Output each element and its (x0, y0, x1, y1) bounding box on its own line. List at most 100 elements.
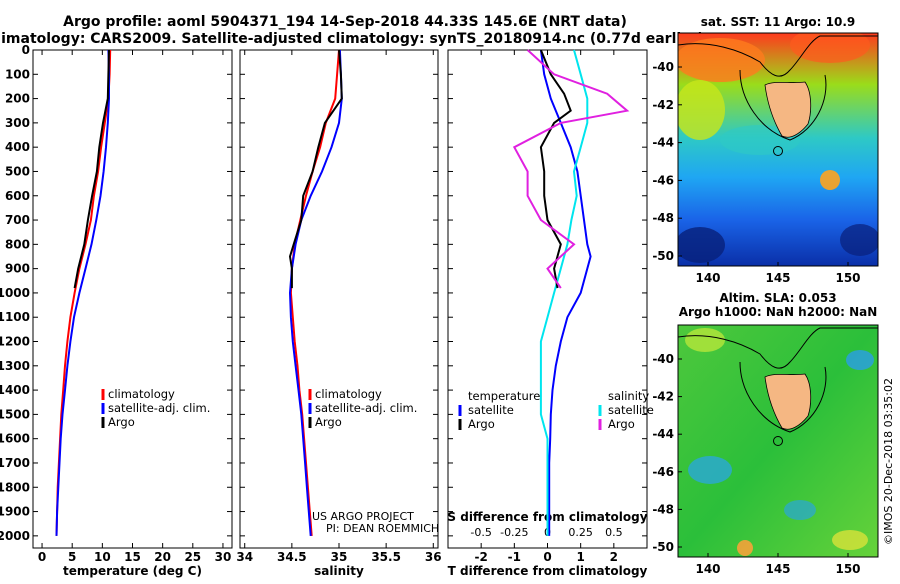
lon-tick-label: 150 (835, 562, 860, 576)
depth-tick-label: 700 (5, 213, 30, 227)
depth-tick-label: 100 (5, 67, 30, 81)
depth-tick-label: 800 (5, 237, 30, 251)
depth-tick-label: 0 (22, 43, 30, 57)
x-tick-label: 35.5 (371, 550, 401, 564)
sst-map: sat. SST: 11 Argo: 10.9 -40-42-44-46-48-… (652, 15, 879, 285)
x2-tick-label: -0.5 (470, 526, 491, 539)
depth-tick-label: 2000 (0, 529, 30, 543)
depth-tick-label: 1300 (0, 359, 30, 373)
series-line-argo (73, 49, 110, 289)
series-line-satellite-adj-clim- (55, 49, 110, 536)
x-tick-label: 5 (68, 550, 76, 564)
tasmania-land (764, 373, 812, 430)
x-tick-label: 25 (184, 550, 201, 564)
series-line-temperature-argo (539, 49, 572, 289)
salinity-panel: 34 34.5 35 35.5 36 salinity climatologysatelli… (236, 49, 442, 578)
sst-argo-location-marker (773, 146, 783, 156)
lat-tick-label: -50 (652, 249, 674, 263)
plot-frame (32, 49, 233, 549)
depth-tick-label: 900 (5, 262, 30, 276)
legend-label: satellite-adj. clim. (108, 401, 210, 415)
legend-label: Argo (108, 415, 135, 429)
x-tick-label: 36 (425, 550, 442, 564)
legend-label: satellite (468, 403, 514, 417)
lon-tick-label: 140 (695, 562, 720, 576)
x-tick-label: 35 (331, 550, 348, 564)
sst-lat-ticks: -40 -42 -44 -46 -48 -50 (652, 60, 682, 263)
lat-tick-label: -42 (652, 390, 674, 404)
depth-tick-label: 1100 (0, 310, 30, 324)
figure-title-line1: Argo profile: aoml 5904371_194 14-Sep-20… (63, 14, 627, 30)
legend-label: climatology (108, 387, 175, 401)
sla-map-title1: Altim. SLA: 0.053 (719, 291, 836, 305)
sla-field (678, 325, 878, 557)
figure-title-line2: Climatology: CARS2009. Satellite-adjuste… (0, 31, 704, 47)
x-tick-label: 34.5 (277, 550, 307, 564)
x-tick-label: 0 (38, 550, 46, 564)
sst-field (678, 33, 878, 266)
lat-tick-label: -44 (652, 136, 674, 150)
x-tick-label: 10 (94, 550, 111, 564)
lon-tick-label: 145 (765, 562, 790, 576)
lat-tick-label: -48 (652, 502, 674, 516)
sst-lon-ticks: 140 145 150 (695, 262, 861, 285)
x2-tick-label: 0.25 (568, 526, 593, 539)
x-tick-label: 15 (124, 550, 141, 564)
x2-tick-label: -0.25 (500, 526, 528, 539)
tasmania-land (764, 81, 812, 138)
sla-lat-ticks: -40 -42 -44 -46 -48 -50 (652, 352, 682, 554)
depth-tick-label: 1200 (0, 335, 30, 349)
lat-tick-label: -46 (652, 465, 674, 479)
x-tick-label: 20 (154, 550, 171, 564)
depth-tick-label: 300 (5, 116, 30, 130)
series-line-salinity-satellite (539, 49, 589, 536)
legend-label: Argo (608, 417, 635, 431)
series-line-salinity-argo (512, 49, 630, 289)
series-line-argo (288, 49, 343, 289)
sst-map-title: sat. SST: 11 Argo: 10.9 (701, 15, 855, 29)
depth-tick-label: 400 (5, 140, 30, 154)
legend-label: Argo (315, 415, 342, 429)
x-tick-label: 30 (215, 550, 232, 564)
depth-tick-label: 200 (5, 92, 30, 106)
x-tick-label: -2 (474, 550, 487, 564)
x-tick-label: 34 (236, 550, 253, 564)
lon-tick-label: 140 (695, 271, 720, 285)
difference-panel: -2 -1 0 1 2T difference from climatology -0.5… (447, 49, 654, 578)
lat-tick-label: -40 (652, 352, 674, 366)
series-line-climatology (289, 49, 340, 536)
lat-tick-label: -48 (652, 211, 674, 225)
x-tick-label: 0 (543, 550, 551, 564)
depth-tick-label: 1800 (0, 480, 30, 494)
x2-tick-label: 0.5 (605, 526, 623, 539)
legend-label: climatology (315, 387, 382, 401)
depth-tick-label: 1700 (0, 456, 30, 470)
series-line-satellite-adj-clim- (288, 49, 343, 536)
x-tick-label: 1 (576, 550, 584, 564)
sla-argo-location-marker (773, 436, 783, 446)
lat-tick-label: -44 (652, 427, 674, 441)
x-tick-label: -1 (508, 550, 521, 564)
depth-tick-label: 500 (5, 164, 30, 178)
depth-tick-label: 1500 (0, 407, 30, 421)
legend-label: satellite-adj. clim. (315, 401, 417, 415)
lat-tick-label: -42 (652, 98, 674, 112)
series-line-temperature-satellite (539, 49, 592, 536)
depth-tick-label: 1600 (0, 432, 30, 446)
legend-title-temperature: temperature (468, 389, 540, 403)
depth-tick-label: 1400 (0, 383, 30, 397)
x-axis-label: T difference from climatology (448, 564, 648, 578)
depth-tick-label: 600 (5, 189, 30, 203)
x-axis-label: temperature (deg C) (63, 564, 202, 578)
lat-tick-label: -40 (652, 60, 674, 74)
lat-tick-label: -46 (652, 173, 674, 187)
lon-tick-label: 145 (765, 271, 790, 285)
lat-tick-label: -50 (652, 540, 674, 554)
legend-label: satellite (608, 403, 654, 417)
credit-project: US ARGO PROJECT (312, 510, 414, 523)
lon-tick-label: 150 (835, 271, 860, 285)
credit-pi: PI: DEAN ROEMMICH (326, 522, 439, 535)
sla-map-title2: Argo h1000: NaN h2000: NaN (679, 305, 878, 319)
x-axis-label: salinity (314, 564, 364, 578)
